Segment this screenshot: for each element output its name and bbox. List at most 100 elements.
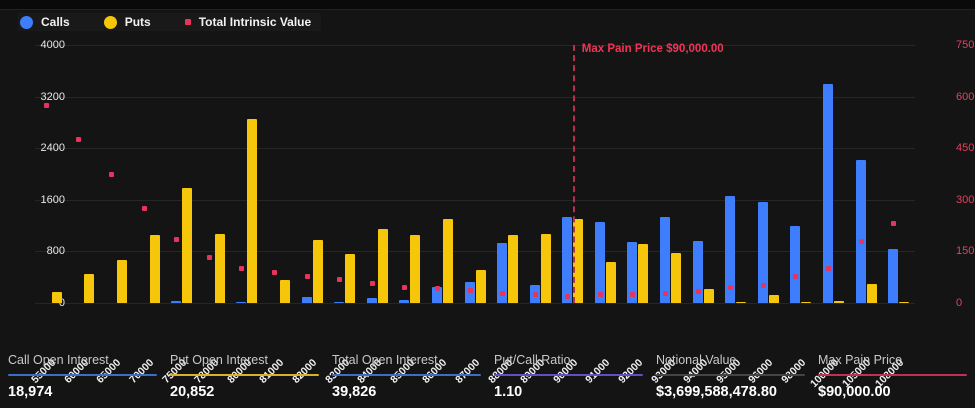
stat-label: Notional Value [656,353,737,367]
puts-bar[interactable] [214,234,225,303]
plot-area: 0 800 1600 2400 3200 4000 0 150M 300M 450M 600M 750… [29,39,975,390]
puts-bar[interactable] [866,284,877,303]
intrinsic-value-point[interactable] [206,254,212,260]
calls-bar[interactable] [334,302,345,303]
puts-bar[interactable] [834,301,845,303]
intrinsic-value-point[interactable] [663,290,669,296]
intrinsic-value-point[interactable] [239,265,245,271]
calls-bar[interactable] [660,217,671,303]
intrinsic-value-point[interactable] [793,274,799,280]
intrinsic-value-point[interactable] [76,137,82,143]
calls-bar[interactable] [757,201,768,303]
calls-bar[interactable] [790,226,801,303]
intrinsic-value-point[interactable] [43,102,49,108]
intrinsic-value-point[interactable] [891,220,897,226]
puts-bar[interactable] [149,234,160,303]
calls-bar[interactable] [855,159,866,303]
legend-item-total-intrinsic-value[interactable]: Total Intrinsic Value [184,15,311,29]
calls-bar[interactable] [823,84,834,303]
puts-bar[interactable] [312,240,323,303]
stat-accent-rule [332,374,481,376]
max-pain-line: Max Pain Price $90,000.00 [572,43,724,303]
left-axis-tick: 2400 [40,142,65,155]
window-top-strip [0,0,975,10]
puts-bar[interactable] [768,295,779,303]
calls-bar[interactable] [399,299,410,303]
calls-bar[interactable] [366,297,377,303]
stat-value: $90,000.00 [818,384,891,400]
left-axis-tick: 4000 [40,39,65,51]
left-axis-tick: 800 [46,245,65,258]
calls-bar[interactable] [627,241,638,303]
intrinsic-value-point[interactable] [695,289,701,295]
legend-item-calls[interactable]: Calls [20,15,70,29]
stat-put-call-ratio: Put/Call Ratio 1.10 [494,353,643,408]
legend-label: Calls [41,15,70,29]
puts-bar[interactable] [410,234,421,303]
puts-bar[interactable] [703,288,714,303]
puts-bar[interactable] [671,252,682,303]
intrinsic-value-point[interactable] [174,237,180,243]
intrinsic-value-point[interactable] [369,280,375,286]
puts-bar[interactable] [540,234,551,303]
puts-bar[interactable] [279,280,290,303]
calls-bar[interactable] [888,249,899,303]
puts-bar[interactable] [51,292,62,303]
intrinsic-value-point[interactable] [141,206,147,212]
intrinsic-value-point[interactable] [630,291,636,297]
puts-bar[interactable] [475,270,486,303]
puts-bar[interactable] [182,188,193,303]
stat-value: 1.10 [494,384,523,400]
series-color-square-icon [184,19,191,25]
intrinsic-value-point[interactable] [597,292,603,298]
puts-bar[interactable] [377,228,388,303]
calls-bar[interactable] [431,286,442,303]
intrinsic-value-point[interactable] [532,292,538,298]
intrinsic-value-point[interactable] [402,284,408,290]
gridline [35,303,915,304]
calls-bar[interactable] [692,241,703,303]
stat-accent-rule [494,374,643,376]
right-axis-tick: 0 [956,297,963,309]
intrinsic-value-point[interactable] [565,293,571,299]
calls-bar[interactable] [562,217,573,303]
intrinsic-value-point[interactable] [760,282,766,288]
legend-item-puts[interactable]: Puts [103,15,151,29]
stat-label: Total Open Interest [332,353,438,367]
puts-bar[interactable] [638,243,649,303]
puts-bar[interactable] [84,273,95,303]
intrinsic-value-point[interactable] [858,239,864,245]
intrinsic-value-point[interactable] [500,290,506,296]
intrinsic-value-point[interactable] [304,273,310,279]
intrinsic-value-point[interactable] [108,172,114,178]
intrinsic-value-point[interactable] [434,286,440,292]
puts-bar[interactable] [442,219,453,303]
stat-call-open-interest: Call Open Interest 18,974 [8,353,157,408]
stat-accent-rule [8,374,157,376]
series-color-dot-icon [20,15,33,29]
intrinsic-value-point[interactable] [826,266,832,272]
intrinsic-value-point[interactable] [728,285,734,291]
puts-bar[interactable] [899,302,910,303]
calls-bar[interactable] [171,301,182,303]
calls-bar[interactable] [301,296,312,303]
puts-bar[interactable] [508,234,519,303]
puts-bar[interactable] [573,218,584,303]
calls-bar[interactable] [594,222,605,303]
calls-bar[interactable] [497,243,508,303]
puts-bar[interactable] [345,253,356,303]
intrinsic-value-point[interactable] [337,276,343,282]
stat-value: $3,699,588,478.80 [656,384,777,400]
calls-bar[interactable] [236,302,247,303]
intrinsic-value-point[interactable] [271,269,277,275]
stat-value: 18,974 [8,384,53,400]
intrinsic-value-point[interactable] [467,288,473,294]
stat-notional-value: Notional Value $3,699,588,478.80 [656,353,805,408]
right-axis-tick: 750M [956,39,975,51]
puts-bar[interactable] [116,259,127,303]
puts-bar[interactable] [801,302,812,303]
puts-bar[interactable] [605,261,616,303]
calls-bar[interactable] [725,195,736,303]
puts-bar[interactable] [736,301,747,303]
puts-bar[interactable] [247,119,258,303]
